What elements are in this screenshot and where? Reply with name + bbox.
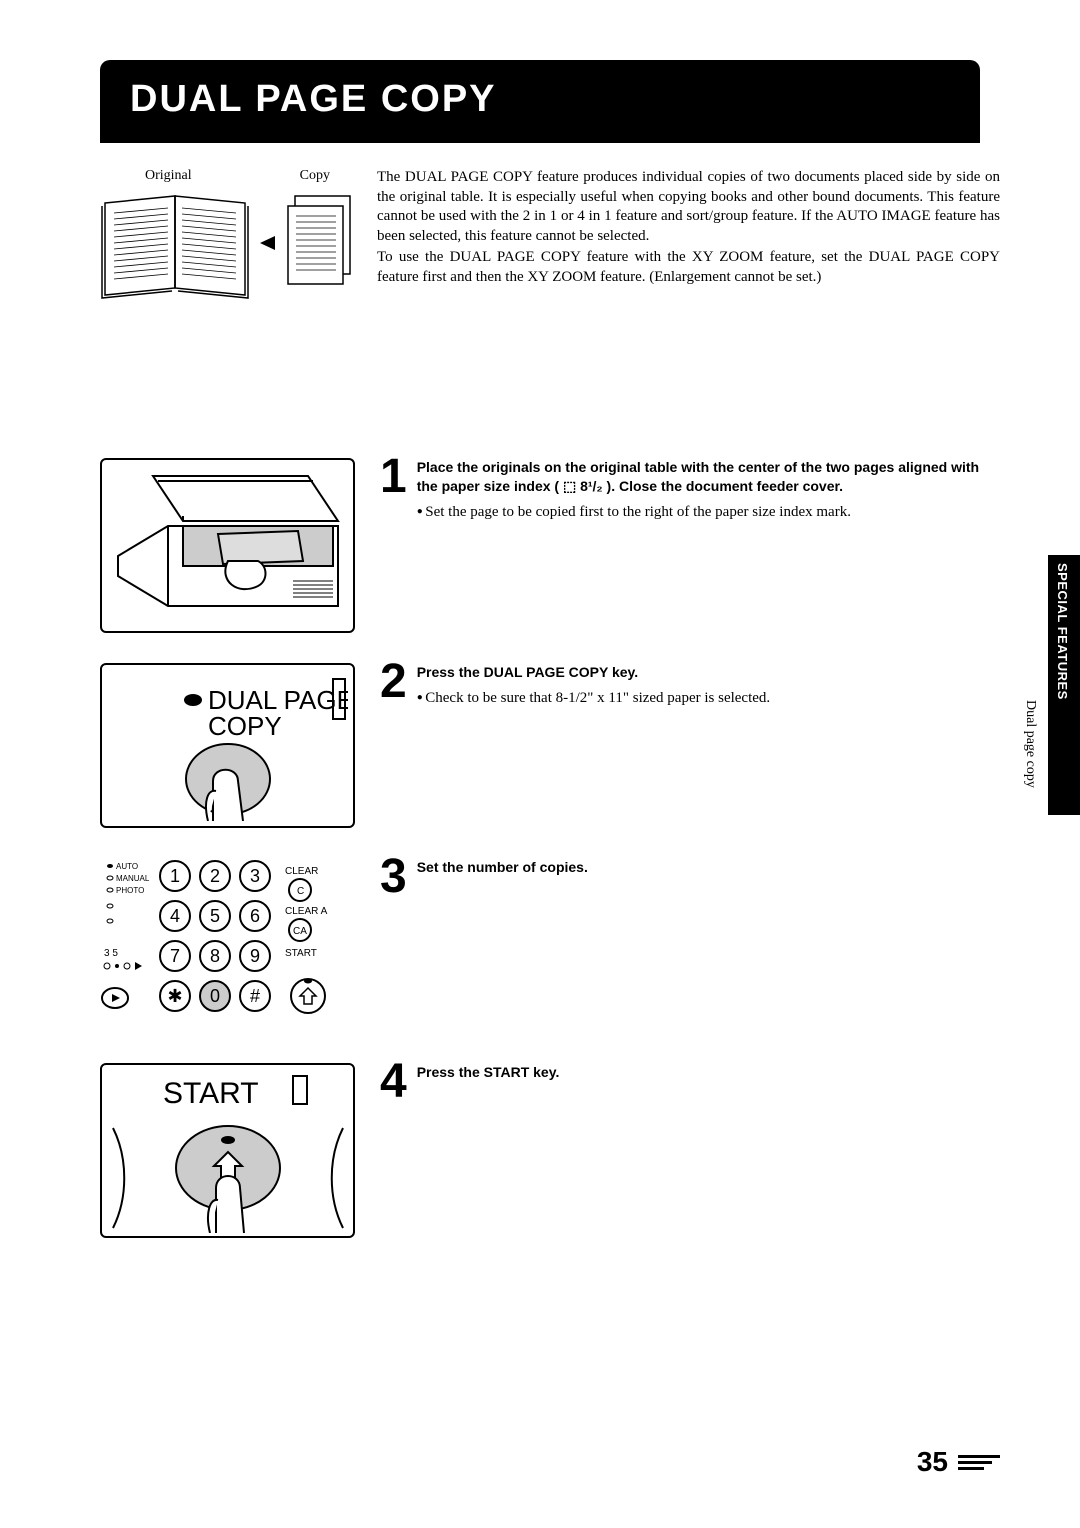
page-number: 35 [917,1446,1000,1478]
svg-text:5: 5 [210,906,220,926]
svg-text:3 5: 3 5 [104,948,118,959]
svg-text:CA: CA [293,926,307,937]
step1-instruction: Place the originals on the original tabl… [417,458,1000,496]
side-tab-light: Dual page copy [1022,700,1080,788]
step-number-2: 2 [380,663,407,708]
svg-text:PHOTO: PHOTO [116,886,144,895]
side-tab-bold: SPECIAL FEATURES [1055,563,1070,700]
step4-instruction: Press the START key. [417,1063,1000,1082]
svg-text:CLEAR A: CLEAR A [285,906,328,917]
step2-figure: DUAL PAGE COPY [100,663,355,828]
svg-text:7: 7 [170,946,180,966]
svg-text:0: 0 [210,986,220,1006]
intro-para-1: The DUAL PAGE COPY feature produces indi… [377,168,1000,246]
page-num-lines-icon [958,1455,1000,1470]
step-4: START 4 [100,1063,1000,1238]
label-copy: Copy [300,168,330,184]
step1-figure [100,458,355,633]
intro-figure: Original Copy [100,168,355,308]
step-number-3: 3 [380,858,407,896]
step1-bullet: Set the page to be copied first to the r… [417,502,1000,522]
svg-text:AUTO: AUTO [116,862,138,871]
step3-figure: AUTO MANUAL PHOTO 3 5 [100,858,355,1033]
svg-text:2: 2 [210,866,220,886]
svg-text:MANUAL: MANUAL [116,874,150,883]
step-number-1: 1 [380,458,407,522]
svg-text:CLEAR: CLEAR [285,866,318,877]
step-2: DUAL PAGE COPY 2 Press the DUAL PAGE [100,663,1000,828]
step3-instruction: Set the number of copies. [417,858,1000,877]
intro-text: The DUAL PAGE COPY feature produces indi… [377,168,1000,308]
svg-text:3: 3 [250,866,260,886]
svg-text:START: START [285,948,317,959]
step-1: 1 Place the originals on the original ta… [100,458,1000,633]
step4-figure: START [100,1063,355,1238]
intro-para-2: To use the DUAL PAGE COPY feature with t… [377,248,1000,287]
svg-text:8: 8 [210,946,220,966]
start-label: START [163,1077,259,1110]
svg-text:6: 6 [250,906,260,926]
svg-text:9: 9 [250,946,260,966]
label-original: Original [145,168,192,184]
page-title: DUAL PAGE COPY [100,60,980,143]
svg-text:4: 4 [170,906,180,926]
step-number-4: 4 [380,1063,407,1101]
svg-text:C: C [297,886,304,897]
svg-text:1: 1 [170,866,180,886]
svg-text:✱: ✱ [167,986,182,1006]
book-to-copy-diagram [100,188,355,303]
dual-page-label-2: COPY [208,711,282,741]
step2-instruction: Press the DUAL PAGE COPY key. [417,663,1000,682]
step-3: AUTO MANUAL PHOTO 3 5 [100,858,1000,1033]
step2-bullet: Check to be sure that 8-1/2" x 11" sized… [417,688,1000,708]
intro-section: Original Copy [100,168,1000,308]
svg-text:#: # [250,986,260,1006]
